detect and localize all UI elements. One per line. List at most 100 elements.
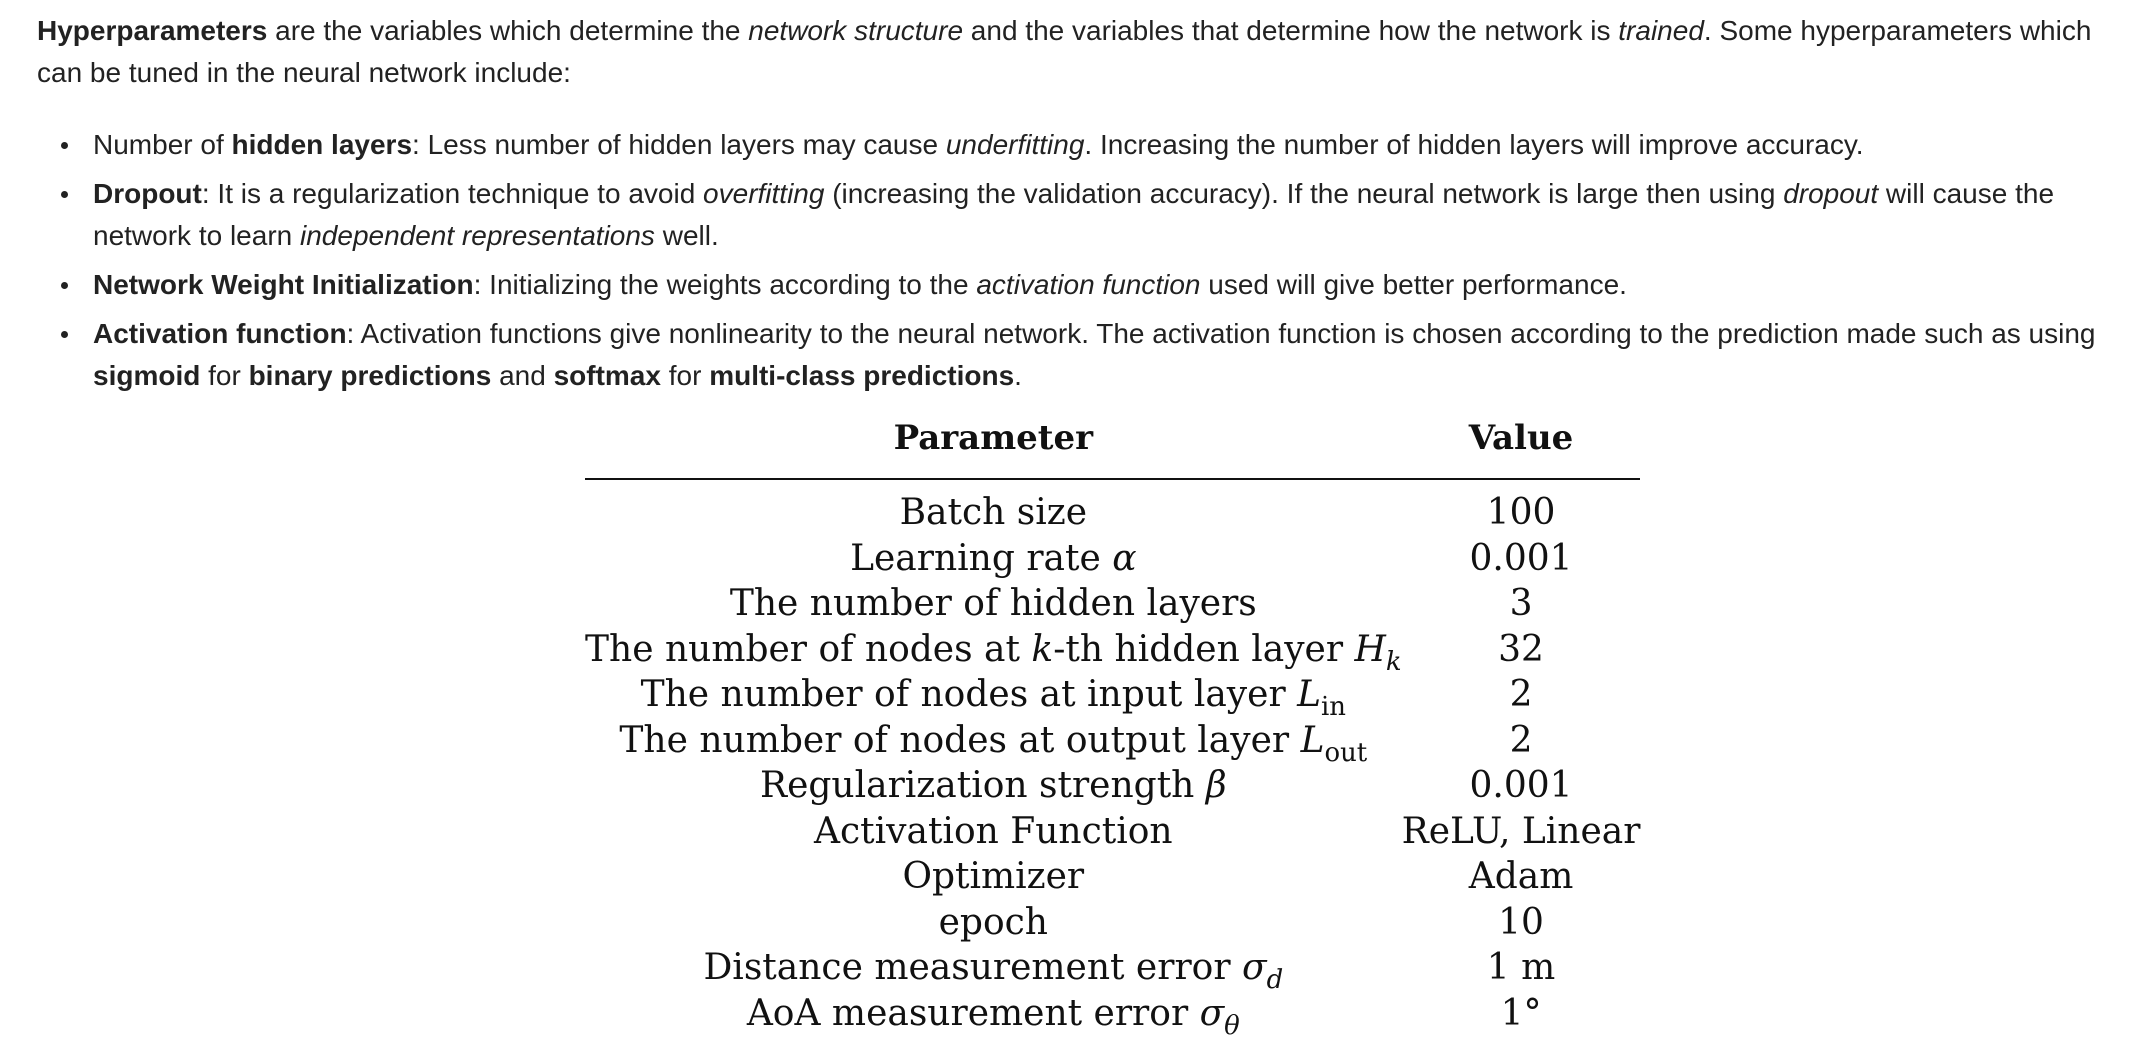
table-row: The number of hidden layers 3	[585, 581, 1640, 627]
param-symbol: k	[1031, 628, 1054, 670]
item-text: for	[660, 360, 710, 391]
value-cell: 2	[1509, 719, 1533, 761]
param-cell: The number of nodes at input layer Lin	[585, 672, 1402, 720]
table-row: Activation Function ReLU, Linear	[585, 809, 1640, 855]
value-cell: 0.001	[1469, 765, 1573, 806]
param-symbol: H	[1354, 628, 1386, 670]
param-subscript: d	[1266, 965, 1284, 996]
item-text: for	[200, 360, 249, 391]
param-cell: Activation Function	[585, 809, 1402, 855]
param-cell: Regularization strength β	[585, 763, 1402, 809]
item-emphasis: activation function	[976, 269, 1201, 300]
param-name: The number of nodes at input layer	[640, 674, 1298, 715]
item-term: Network Weight Initialization	[93, 269, 474, 300]
param-cell: Learning rate α	[585, 536, 1402, 582]
item-emphasis: dropout	[1783, 178, 1879, 209]
param-name: Regularization strength	[759, 765, 1206, 806]
item-term: softmax	[553, 360, 661, 391]
bullet-icon	[61, 191, 68, 198]
bullet-icon	[61, 282, 68, 289]
intro-text: and the variables that determine how the…	[963, 15, 1619, 46]
item-term: sigmoid	[93, 360, 201, 391]
intro-text: are the variables which determine the	[267, 15, 749, 46]
param-name: The number of hidden layers	[729, 583, 1257, 624]
intro-emphasis: network structure	[748, 15, 964, 46]
value-cell: 0.001	[1469, 537, 1573, 579]
param-symbol: σ	[1199, 992, 1225, 1034]
table-header-row: Parameter Value	[585, 418, 1641, 480]
table-row: The number of nodes at k-th hidden layer…	[585, 627, 1640, 675]
table-row: Batch size 100	[585, 479, 1640, 536]
list-item-activation: Activation function: Activation function…	[37, 313, 2127, 397]
param-name: Optimizer	[902, 856, 1085, 897]
param-subscript: in	[1321, 692, 1346, 723]
param-name: The number of nodes at	[585, 628, 1032, 670]
article-body: Hyperparameters are the variables which …	[37, 10, 2127, 404]
table-row: Regularization strength β 0.001	[585, 763, 1640, 809]
table-row: epoch 10	[585, 900, 1640, 946]
param-cell: epoch	[585, 900, 1402, 946]
value-cell: 1 m	[1486, 947, 1556, 988]
param-symbol: α	[1112, 537, 1137, 579]
item-text: .	[1014, 360, 1022, 391]
param-cell: Batch size	[585, 479, 1402, 536]
bullet-icon	[61, 331, 68, 338]
item-text: : Initializing the weights according to …	[473, 269, 977, 300]
item-text: Number of	[93, 129, 232, 160]
item-emphasis: underfitting	[945, 129, 1085, 160]
intro-text: . Some hyperparameters which can be tune…	[37, 15, 2092, 88]
item-term: Activation function	[93, 318, 347, 349]
intro-term: Hyperparameters	[37, 15, 268, 46]
param-name: Batch size	[899, 492, 1088, 533]
item-emphasis: overfitting	[703, 178, 825, 209]
item-text: will cause the network to learn	[93, 178, 2055, 251]
item-emphasis: independent representations	[300, 220, 655, 251]
hyperparameter-table-image: Parameter Value Batch size 100 Learning …	[585, 418, 1641, 1039]
param-subscript: θ	[1224, 1010, 1240, 1041]
value-cell: 2	[1509, 674, 1533, 715]
item-text: and	[491, 360, 554, 391]
bullet-icon	[61, 142, 68, 149]
hyperparameter-list: Number of hidden layers: Less number of …	[37, 124, 2127, 397]
item-term: multi-class predictions	[709, 360, 1015, 391]
item-term: Dropout	[93, 178, 202, 209]
param-name: Distance measurement error	[703, 947, 1242, 988]
param-cell: The number of nodes at output layer Lout	[585, 718, 1402, 766]
item-text: : It is a regularization technique to av…	[201, 178, 704, 209]
param-symbol: L	[1300, 719, 1325, 761]
param-cell: The number of nodes at k-th hidden layer…	[585, 627, 1402, 675]
table-row: Distance measurement error σd 1 m	[585, 945, 1640, 993]
intro-emphasis: trained	[1618, 15, 1704, 46]
param-symbol: β	[1205, 765, 1227, 806]
value-cell: ReLU, Linear	[1401, 810, 1641, 852]
value-cell: 3	[1509, 583, 1533, 624]
column-header-value: Value	[1401, 418, 1641, 480]
param-name: AoA measurement error	[746, 992, 1200, 1034]
list-item-dropout: Dropout: It is a regularization techniqu…	[37, 173, 2127, 257]
param-subscript: k	[1385, 646, 1402, 677]
item-text: used will give better performance.	[1200, 269, 1627, 300]
param-symbol: σ	[1241, 947, 1267, 988]
table-row: AoA measurement error σθ 1°	[585, 991, 1640, 1039]
item-text: (increasing the validation accuracy). If…	[824, 178, 1784, 209]
table-row: The number of nodes at input layer Lin 2	[585, 672, 1640, 720]
item-text: . Increasing the number of hidden layers…	[1084, 129, 1864, 160]
list-item-weight-init: Network Weight Initialization: Initializ…	[37, 264, 2127, 306]
param-name: -th hidden layer	[1053, 628, 1355, 670]
param-name: Learning rate	[850, 537, 1113, 579]
item-text: well.	[654, 220, 719, 251]
param-cell: The number of hidden layers	[585, 581, 1402, 627]
param-cell: Optimizer	[585, 854, 1402, 900]
value-cell: Adam	[1468, 856, 1574, 897]
param-subscript: out	[1324, 737, 1368, 768]
param-name: Activation Function	[814, 810, 1173, 852]
value-cell: 100	[1486, 492, 1556, 533]
item-text: : Less number of hidden layers may cause	[412, 129, 946, 160]
param-name: The number of nodes at output layer	[619, 719, 1301, 761]
intro-paragraph: Hyperparameters are the variables which …	[37, 10, 2127, 94]
item-term: binary predictions	[248, 360, 492, 391]
value-cell: 10	[1498, 901, 1544, 943]
param-name: epoch	[938, 901, 1048, 943]
item-text: : Activation functions give nonlinearity…	[346, 318, 2096, 349]
value-cell: 1°	[1500, 992, 1542, 1034]
